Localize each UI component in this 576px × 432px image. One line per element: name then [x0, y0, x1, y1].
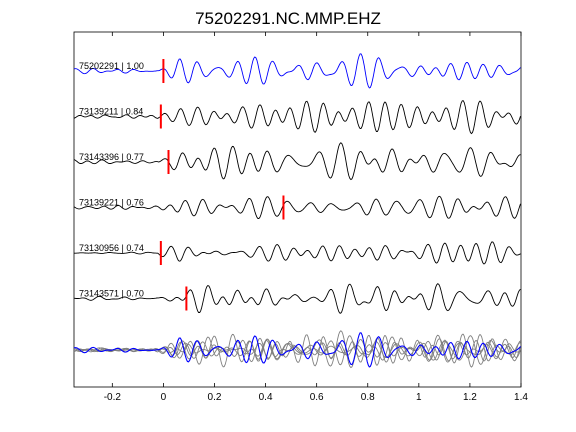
x-tick-label: 1.2 [463, 392, 477, 403]
x-tick-label: 0 [161, 392, 167, 403]
stack-overlay-trace-4 [73, 338, 521, 362]
trace-label-2: 73139211 | 0.84 [79, 107, 143, 117]
stack-overlay-trace-5 [74, 338, 521, 362]
x-tick-label: 0.8 [361, 392, 375, 403]
traces-group: 75202291 | 1.00 73139211 | 0.84 73143396 |… [73, 53, 521, 314]
stack-overlay-group [73, 330, 521, 369]
trace-label-3: 73143396 | 0.77 [79, 152, 144, 162]
trace-line-5 [74, 241, 521, 265]
trace-label-4: 73139221 | 0.76 [79, 198, 144, 208]
x-tick-label: 1.4 [514, 392, 528, 403]
x-axis-ticks: -0.2 0 0.2 0.4 0.6 0.8 1 1.2 1.4 [104, 32, 528, 403]
plot-area [73, 31, 522, 388]
trace-line-3 [73, 142, 521, 181]
x-tick-label: -0.2 [104, 392, 122, 403]
x-tick-label: 1 [416, 392, 422, 403]
x-tick-label: 0.4 [259, 392, 273, 403]
trace-label-6: 73143571 | 0.70 [79, 289, 144, 299]
trace-line-4 [73, 195, 521, 219]
trace-line-1 [73, 53, 521, 89]
x-tick-label: 0.2 [208, 392, 222, 403]
trace-line-6 [73, 283, 521, 314]
chart-title: 75202291.NC.MMP.EHZ [195, 9, 381, 28]
trace-label-5: 73130956 | 0.74 [79, 243, 144, 253]
trace-label-1: 75202291 | 1.00 [79, 61, 144, 71]
trace-line-2 [73, 100, 521, 135]
x-tick-label: 0.6 [310, 392, 324, 403]
stack-reference-trace [73, 332, 521, 368]
